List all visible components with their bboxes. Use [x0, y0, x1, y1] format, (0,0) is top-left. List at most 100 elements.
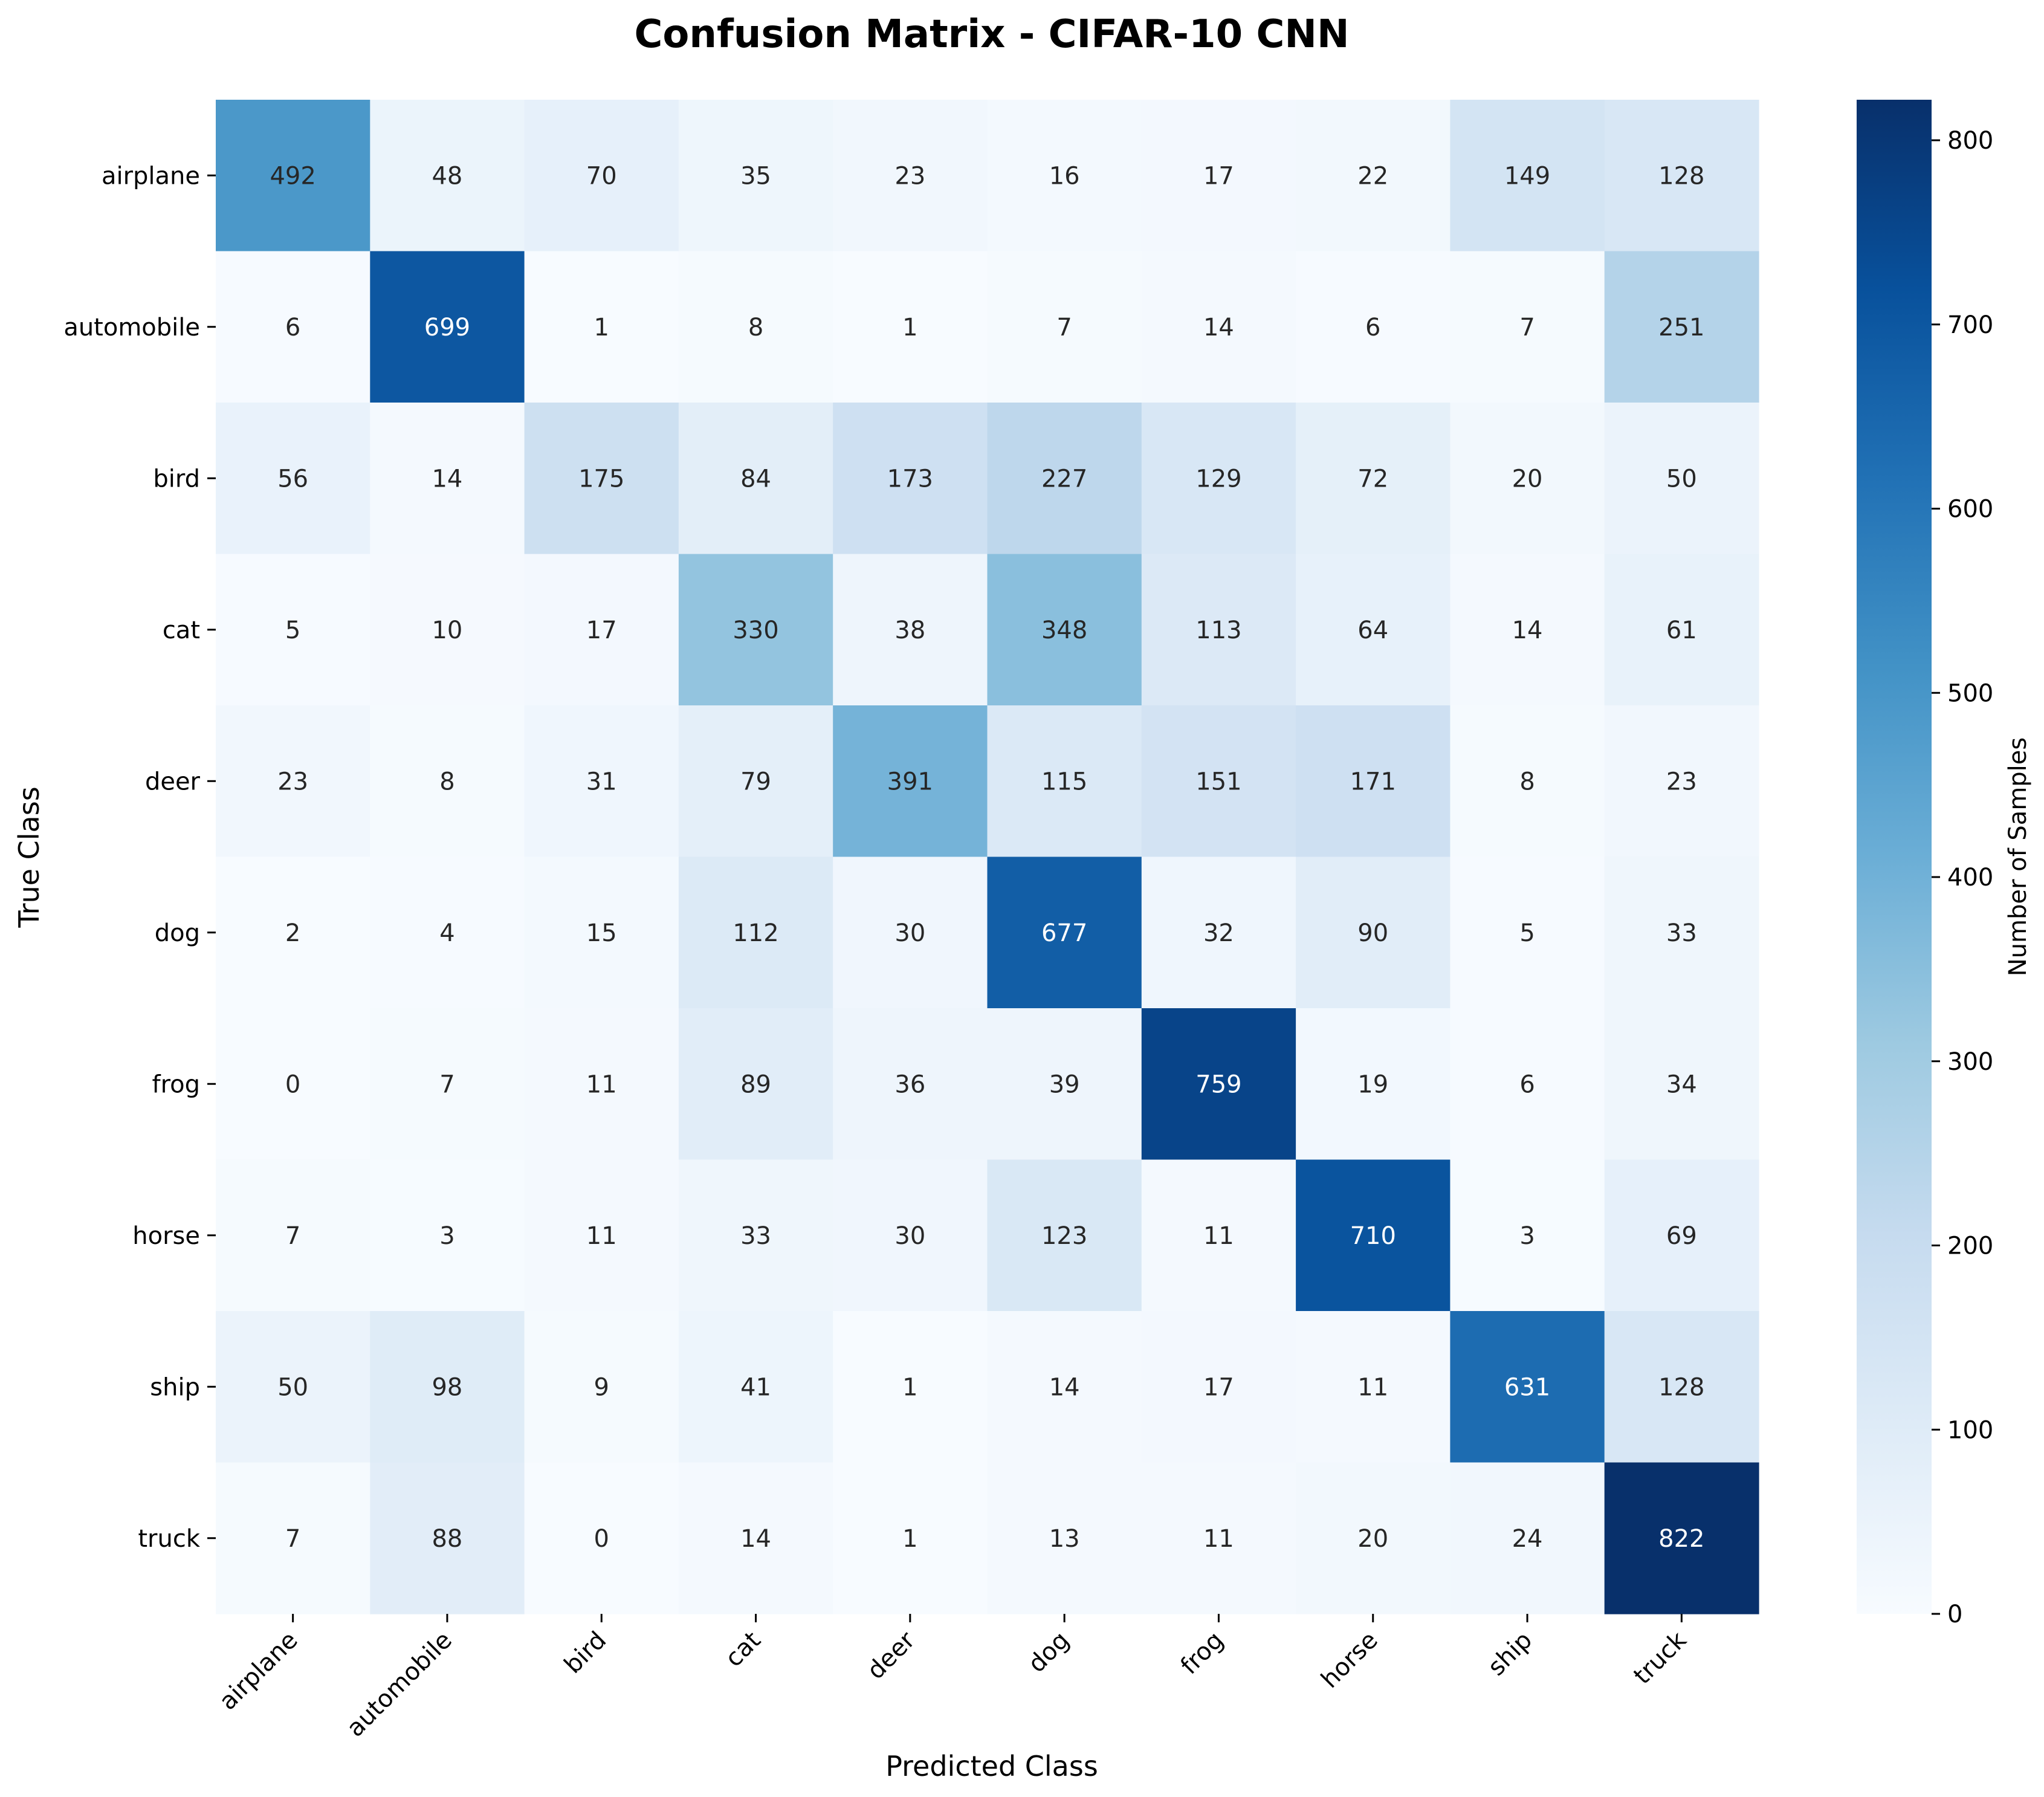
cell-value-label: 759 — [1195, 1070, 1241, 1098]
cell-value-label: 11 — [1203, 1222, 1234, 1250]
cell-value-label: 149 — [1504, 162, 1550, 190]
x-tick-label: ship — [1483, 1627, 1538, 1682]
cell-value-label: 115 — [1041, 768, 1087, 795]
cell-value-label: 2 — [285, 919, 300, 947]
heatmap-cell — [370, 1462, 525, 1614]
x-tick-label: airplane — [214, 1627, 303, 1716]
heatmap-cell — [1450, 1311, 1605, 1463]
cell-value-label: 20 — [1357, 1525, 1388, 1553]
y-tick-label: truck — [138, 1525, 200, 1553]
heatmap-cell — [678, 100, 833, 252]
cell-value-label: 17 — [586, 617, 617, 644]
cell-value-label: 631 — [1504, 1373, 1550, 1401]
cell-value-label: 10 — [432, 617, 462, 644]
cell-value-label: 1 — [902, 1373, 917, 1401]
heatmap-cell — [1141, 856, 1296, 1009]
cell-value-label: 90 — [1357, 919, 1388, 947]
cell-value-label: 14 — [1203, 314, 1234, 342]
colorbar-tick-label: 200 — [1947, 1232, 1993, 1260]
cell-value-label: 1 — [594, 314, 609, 342]
cell-value-label: 251 — [1658, 314, 1704, 342]
heatmap-cell — [216, 100, 370, 252]
heatmap-cell — [1604, 251, 1759, 403]
y-tick-label: horse — [132, 1222, 200, 1250]
cell-value-label: 41 — [740, 1373, 771, 1401]
heatmap-cell — [833, 251, 988, 403]
heatmap-cell — [1450, 1462, 1605, 1614]
chart-title: Confusion Matrix - CIFAR-10 CNN — [634, 12, 1349, 57]
cell-value-label: 69 — [1666, 1222, 1697, 1250]
colorbar-tick-label: 300 — [1947, 1048, 1993, 1076]
heatmap-cell — [678, 856, 833, 1009]
cell-value-label: 30 — [894, 1222, 925, 1250]
cell-value-label: 36 — [894, 1070, 925, 1098]
cell-value-label: 50 — [1666, 465, 1697, 493]
cell-value-label: 14 — [1049, 1373, 1080, 1401]
heatmap-cell — [370, 856, 525, 1009]
heatmap-cell — [987, 1159, 1142, 1312]
heatmap-cell — [524, 554, 679, 706]
cell-value-label: 4 — [439, 919, 454, 947]
y-tick-label: deer — [145, 768, 201, 795]
cell-value-label: 23 — [277, 768, 308, 795]
heatmap-cell — [1296, 1311, 1451, 1463]
heatmap-cell — [524, 856, 679, 1009]
cell-value-label: 128 — [1658, 162, 1704, 190]
cell-value-label: 1 — [902, 314, 917, 342]
heatmap-cell — [370, 403, 525, 555]
cell-value-label: 30 — [894, 919, 925, 947]
cell-value-label: 35 — [740, 162, 771, 190]
cell-value-label: 11 — [1203, 1525, 1234, 1553]
cell-value-label: 3 — [1519, 1222, 1535, 1250]
cell-value-label: 48 — [432, 162, 462, 190]
heatmap-cells — [216, 100, 1759, 1614]
cell-value-label: 11 — [1357, 1373, 1388, 1401]
heatmap-cell — [678, 403, 833, 555]
colorbar: 0 100 200 300 400 500 600 700 800 Number of Sampl… — [1857, 100, 2032, 1628]
heatmap-cell — [1296, 705, 1451, 858]
heatmap-cell — [987, 554, 1142, 706]
cell-value-label: 113 — [1195, 617, 1241, 644]
cell-value-label: 391 — [887, 768, 933, 795]
heatmap-cell — [833, 705, 988, 858]
cell-value-label: 5 — [1519, 919, 1535, 947]
cell-value-label: 8 — [748, 314, 763, 342]
cell-value-label: 33 — [740, 1222, 771, 1250]
cell-value-label: 0 — [285, 1070, 300, 1098]
heatmap-cell — [1604, 403, 1759, 555]
cell-value-label: 6 — [285, 314, 300, 342]
x-tick-label: truck — [1628, 1626, 1692, 1690]
colorbar-tick-label: 800 — [1947, 127, 1993, 155]
cell-value-label: 23 — [1666, 768, 1697, 795]
heatmap-cell — [524, 403, 679, 555]
cell-value-label: 123 — [1041, 1222, 1087, 1250]
heatmap-cell — [370, 554, 525, 706]
x-tick-label: deer — [862, 1626, 920, 1685]
heatmap-cell — [833, 100, 988, 252]
heatmap-cell — [678, 1462, 833, 1614]
heatmap-cell — [833, 554, 988, 706]
x-tick-label: bird — [559, 1627, 612, 1679]
heatmap-cell — [1604, 856, 1759, 1009]
heatmap-cell — [1450, 554, 1605, 706]
cell-value-label: 32 — [1203, 919, 1234, 947]
heatmap-cell — [987, 1008, 1142, 1161]
y-tick-label: frog — [152, 1070, 200, 1098]
heatmap-cell — [1141, 1311, 1296, 1463]
heatmap-cell — [216, 251, 370, 403]
cell-value-label: 16 — [1049, 162, 1080, 190]
y-tick-label: bird — [153, 465, 200, 493]
cell-value-label: 17 — [1203, 162, 1234, 190]
heatmap-cell — [833, 403, 988, 555]
heatmap-cell — [987, 1311, 1142, 1463]
cell-value-label: 89 — [740, 1070, 771, 1098]
heatmap-cell — [987, 856, 1142, 1009]
cell-value-label: 710 — [1350, 1222, 1396, 1250]
heatmap-cell — [1141, 403, 1296, 555]
heatmap-cell — [524, 251, 679, 403]
heatmap-cell — [1141, 1159, 1296, 1312]
colorbar-tick-label: 0 — [1947, 1601, 1962, 1628]
x-tick-label: automobile — [341, 1627, 458, 1743]
heatmap-cell — [1296, 856, 1451, 1009]
